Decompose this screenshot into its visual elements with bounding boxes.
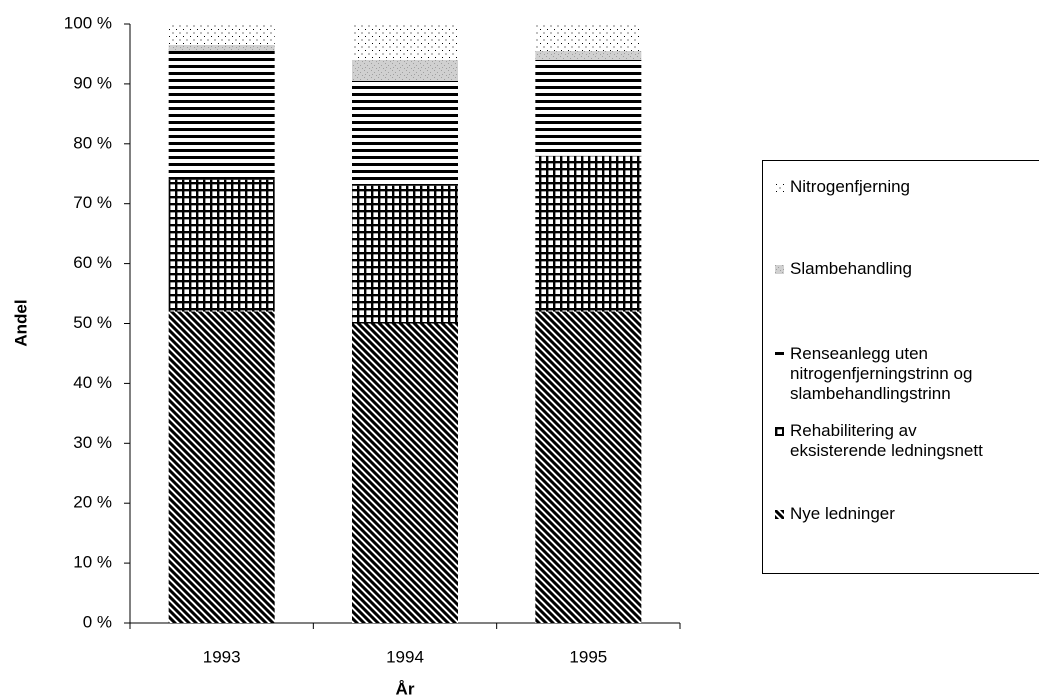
y-tick-label: 100 % (64, 13, 112, 32)
y-tick-label: 60 % (73, 253, 112, 272)
bar-segment (535, 155, 642, 312)
legend-swatch (775, 510, 784, 519)
legend-label: Nitrogenfjerning (790, 177, 911, 196)
bar-segment (535, 311, 642, 623)
y-tick-label: 20 % (73, 493, 112, 512)
y-tick-label: 10 % (73, 553, 112, 572)
y-axis-title: Andel (11, 299, 30, 346)
x-tick-label: 1994 (386, 647, 424, 666)
y-tick-label: 0 % (83, 612, 112, 631)
bar-segment (352, 59, 458, 81)
y-tick-label: 90 % (73, 73, 112, 92)
legend: Nitrogenfjerning Slambehandling Renseanleg… (762, 160, 1039, 574)
legend-label: Nye ledninger (790, 504, 895, 523)
y-tick-label: 40 % (73, 373, 112, 392)
x-axis-title: År (396, 679, 415, 698)
legend-item: Nye ledninger (775, 504, 1015, 524)
legend-item: Rehabilitering av eksisterende ledningsn… (775, 421, 1015, 461)
y-tick-label: 70 % (73, 193, 112, 212)
bar-segment (168, 50, 275, 180)
bar-segment (168, 311, 275, 623)
bar-segment (352, 185, 458, 324)
bar-segment (535, 50, 642, 60)
bar-segment (168, 24, 275, 45)
y-tick-label: 50 % (73, 313, 112, 332)
legend-swatch (775, 350, 784, 359)
legend-item: Slambehandling (775, 259, 1015, 279)
y-tick-label: 80 % (73, 133, 112, 152)
bar-segment (352, 24, 458, 60)
legend-label: Rehabilitering av eksisterende ledningsn… (790, 421, 983, 460)
bar-segment (535, 24, 642, 51)
x-tick-label: 1995 (569, 647, 607, 666)
bar-segment (168, 179, 275, 312)
legend-item: Renseanlegg uten nitrogenfjerningstrinn … (775, 344, 1015, 404)
legend-swatch (775, 183, 784, 192)
bar-segment (352, 80, 458, 186)
legend-swatch (775, 427, 784, 436)
legend-label: Renseanlegg uten nitrogenfjerningstrinn … (790, 344, 973, 403)
x-tick-label: 1993 (203, 647, 241, 666)
bar-segment (535, 59, 642, 156)
legend-item: Nitrogenfjerning (775, 177, 1015, 197)
bar-segment (168, 44, 275, 51)
legend-label: Slambehandling (790, 259, 912, 278)
y-tick-label: 30 % (73, 433, 112, 452)
bar-segment (352, 323, 458, 623)
legend-swatch (775, 265, 784, 274)
